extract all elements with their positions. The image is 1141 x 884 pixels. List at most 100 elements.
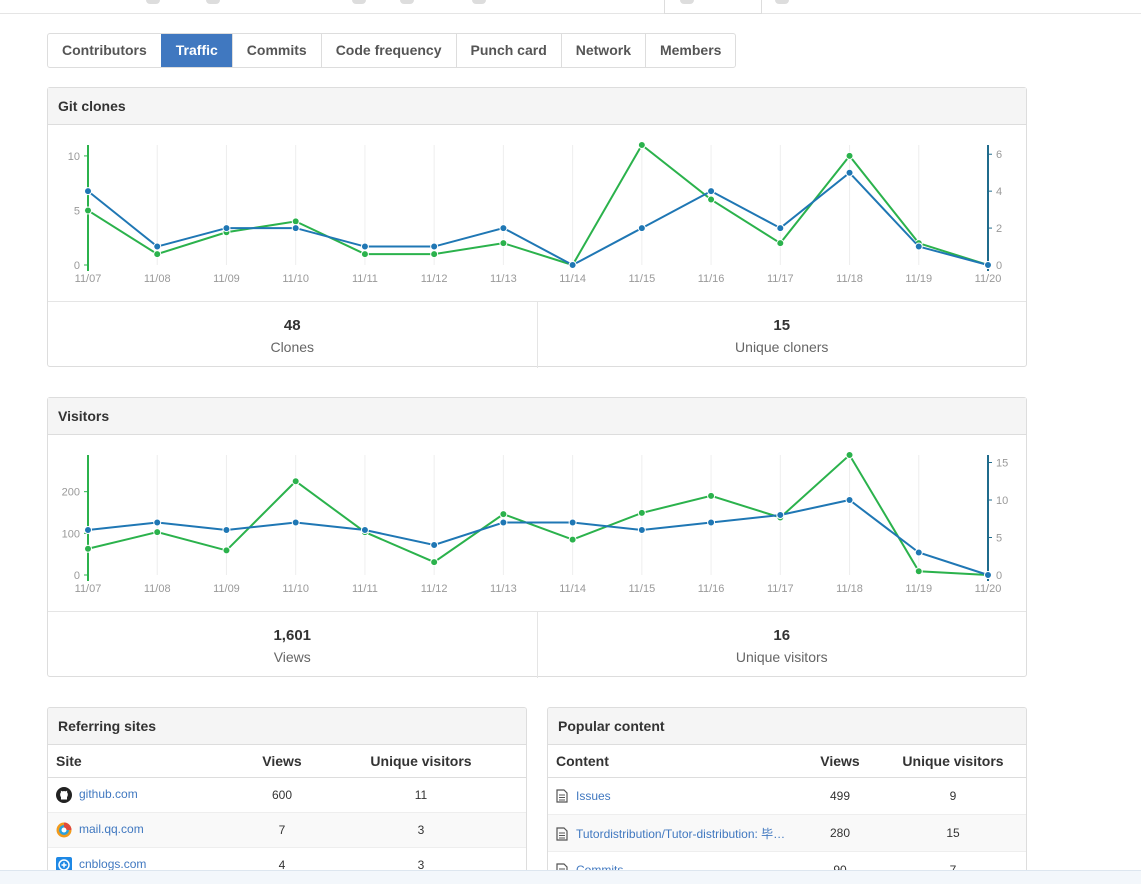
table-row: github.com 600 11 (48, 777, 526, 813)
visitors-chart: 11/07 11/08 11/09 11/10 11/11 11/12 11/13 11/14… (62, 451, 1008, 595)
y-tick-label: 0 (996, 260, 1002, 272)
column-header-views: Views (248, 745, 316, 778)
nav-icon[interactable] (206, 0, 220, 4)
total-data-point (845, 451, 854, 459)
x-tick-label: 11/09 (213, 273, 240, 285)
tab-code-frequency[interactable]: Code frequency (320, 34, 456, 67)
unique-data-point (637, 526, 646, 534)
settings-icon[interactable] (775, 0, 789, 4)
file-icon (556, 789, 568, 804)
git-clones-title: Git clones (48, 88, 1026, 125)
content-link[interactable]: Issues (576, 788, 611, 803)
total-data-point (499, 239, 508, 248)
tab-commits[interactable]: Commits (231, 34, 321, 67)
y-tick-label: 200 (62, 487, 80, 499)
tab-network[interactable]: Network (560, 34, 645, 67)
unique-data-point (707, 518, 716, 527)
visitors-summary: 1,601 Views 16 Unique visitors (48, 611, 1026, 678)
tab-contributors[interactable]: Contributors (62, 42, 147, 58)
unique-data-point (845, 496, 854, 504)
unique-data-point (291, 224, 300, 233)
unique-visitors-cell: 9 (880, 777, 1026, 815)
table-row: mail.qq.com 7 3 (48, 812, 526, 848)
unique-visitors-count: 16 (773, 627, 791, 644)
y-tick-label: 4 (996, 186, 1002, 198)
total-data-point (707, 195, 716, 204)
site-cell: mail.qq.com (48, 812, 248, 848)
table-header-row: Site Views Unique visitors (48, 745, 526, 778)
unique-series-line (87, 498, 989, 576)
x-tick-label: 11/14 (559, 583, 586, 595)
total-data-point (153, 528, 162, 537)
total-data-point (499, 510, 508, 519)
total-data-point (637, 141, 646, 149)
x-tick-label: 11/08 (144, 273, 171, 285)
unique-visitors-label: Unique visitors (735, 649, 828, 665)
y-tick-label: 5 (996, 533, 1002, 545)
x-tick-label: 11/20 (975, 583, 1002, 595)
total-data-point (153, 250, 162, 259)
nav-icon[interactable] (352, 0, 366, 4)
referring-sites-table: Site Views Unique visitors github.com 60… (48, 745, 526, 883)
file-icon (556, 827, 568, 841)
total-series-line (87, 143, 989, 267)
x-tick-label: 11/13 (490, 273, 517, 285)
unique-cloners: 15 Unique cloners (536, 302, 1027, 368)
referrer-link[interactable]: github.com (79, 787, 138, 802)
content-link[interactable]: Tutordistribution/Tutor-distribution: 毕… (576, 826, 786, 841)
nav-icon[interactable] (146, 0, 160, 4)
unique-data-point (84, 526, 92, 534)
total-data-point (637, 508, 646, 517)
nav-icon[interactable] (472, 0, 486, 4)
y-tick-label: 2 (996, 223, 1002, 235)
total-data-point (707, 491, 716, 500)
clones-total: 48 Clones (48, 302, 537, 368)
content-cell: Tutordistribution/Tutor-distribution: 毕… (548, 814, 800, 852)
unique-series-line (87, 171, 989, 267)
column-header-unique-visitors: Unique visitors (880, 745, 1026, 778)
unique-visitors-cell: 15 (880, 814, 1026, 852)
unique-data-point (568, 518, 577, 527)
unique-data-point (430, 541, 439, 549)
referring-sites-panel: Referring sites Site Views Unique visito… (47, 707, 527, 883)
column-header-unique-visitors: Unique visitors (316, 745, 526, 778)
content-cell: Issues (548, 777, 800, 815)
tab-traffic[interactable]: Traffic (160, 34, 232, 67)
tab-members[interactable]: Members (644, 34, 735, 67)
y-tick-label: 100 (62, 528, 80, 540)
unique-visitors-cell: 11 (316, 777, 526, 813)
git-clones-summary: 48 Clones 15 Unique cloners (48, 301, 1026, 368)
insights-icon (680, 0, 694, 4)
popular-content-panel: Popular content Content Views Unique vis… (547, 707, 1027, 883)
unique-data-point (153, 242, 162, 251)
nav-icon[interactable] (400, 0, 414, 4)
y-tick-label: 5 (74, 205, 80, 217)
unique-cloners-label: Unique cloners (735, 339, 829, 355)
total-data-point (291, 477, 300, 486)
x-tick-label: 11/18 (836, 583, 863, 595)
x-tick-label: 11/12 (421, 583, 448, 595)
x-tick-label: 11/19 (905, 583, 932, 595)
table-row: Tutordistribution/Tutor-distribution: 毕…… (548, 814, 1026, 852)
unique-data-point (153, 518, 162, 527)
x-tick-label: 11/15 (628, 583, 655, 595)
git-clones-panel: Git clones 11/07 11/08 11/09 11/10 11/11 11/1… (47, 87, 1027, 368)
x-tick-label: 11/07 (75, 273, 102, 285)
bottom-edge (0, 870, 1141, 884)
unique-data-point (637, 224, 646, 233)
total-data-point (845, 151, 854, 160)
tab-punch-card[interactable]: Punch card (455, 34, 561, 67)
x-tick-label: 11/17 (767, 273, 794, 285)
top-nav-strip (0, 0, 1141, 14)
total-data-point (430, 250, 439, 259)
x-tick-label: 11/07 (75, 583, 102, 595)
referrer-link[interactable]: cnblogs.com (79, 857, 147, 872)
popular-content-title: Popular content (548, 708, 1026, 745)
referrer-link[interactable]: mail.qq.com (79, 822, 144, 837)
unique-data-point (707, 187, 716, 196)
x-tick-label: 11/14 (559, 273, 586, 285)
x-tick-label: 11/19 (905, 273, 932, 285)
insights-tab[interactable] (664, 0, 762, 14)
unique-data-point (430, 242, 439, 251)
x-tick-label: 11/10 (282, 583, 309, 595)
